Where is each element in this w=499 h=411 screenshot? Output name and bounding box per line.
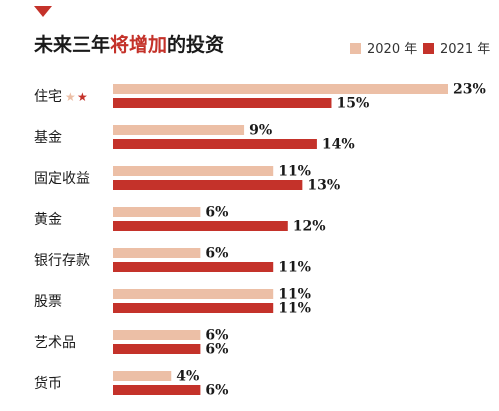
bar-2020 xyxy=(113,289,274,299)
bar-2020 xyxy=(113,330,201,340)
data-label: 11% xyxy=(278,287,311,303)
legend-label-2020: 2020 年 xyxy=(367,42,418,57)
legend-item-2021: 2021 年 xyxy=(423,38,490,57)
data-label: 6% xyxy=(205,205,228,221)
data-label: 4% xyxy=(176,369,199,385)
bar-2021 xyxy=(113,303,274,313)
data-label: 6% xyxy=(205,246,228,262)
bar-2021 xyxy=(113,385,201,395)
data-label: 11% xyxy=(278,301,311,317)
category-label: 银行存款 xyxy=(34,253,90,269)
data-label: 13% xyxy=(307,178,340,194)
bar-2021 xyxy=(113,221,288,231)
data-label: 23% xyxy=(453,82,486,98)
data-label: 6% xyxy=(205,383,228,399)
star-icon: ★ xyxy=(77,90,88,104)
category-label: 固定收益 xyxy=(34,171,90,187)
bar-2020 xyxy=(113,125,245,135)
data-label: 6% xyxy=(205,342,228,358)
legend-swatch-2021 xyxy=(423,43,434,54)
category-label: 艺术品 xyxy=(34,335,76,351)
data-label: 15% xyxy=(336,96,369,112)
data-label: 11% xyxy=(278,164,311,180)
title-highlight: 将增加 xyxy=(110,34,168,56)
data-label: 14% xyxy=(322,137,355,153)
bar-2020 xyxy=(113,84,448,94)
title-suffix: 的投资 xyxy=(167,34,225,56)
bar-2021 xyxy=(113,262,274,272)
legend-item-2020: 2020 年 xyxy=(350,38,417,57)
data-label: 9% xyxy=(249,123,272,139)
star-icon: ★ xyxy=(65,90,76,104)
bar-2021 xyxy=(113,344,201,354)
category-label: 住宅 xyxy=(34,89,62,105)
category-label: 货币 xyxy=(34,375,62,392)
bar-2021 xyxy=(113,139,317,149)
header-triangle-marker xyxy=(34,6,52,17)
category-label: 黄金 xyxy=(34,211,62,228)
chart-title: 未来三年将增加的投资 xyxy=(34,30,224,57)
category-label: 基金 xyxy=(34,129,62,146)
data-label: 6% xyxy=(205,328,228,344)
bar-2020 xyxy=(113,248,201,258)
bar-2020 xyxy=(113,371,172,381)
data-label: 12% xyxy=(293,219,326,235)
bar-2021 xyxy=(113,180,303,190)
bar-2020 xyxy=(113,166,274,176)
legend-swatch-2020 xyxy=(350,43,361,54)
category-label: 股票 xyxy=(34,294,62,310)
data-label: 11% xyxy=(278,260,311,276)
legend-label-2021: 2021 年 xyxy=(440,42,491,57)
bar-2021 xyxy=(113,98,332,108)
bar-2020 xyxy=(113,207,201,217)
title-prefix: 未来三年 xyxy=(34,34,111,56)
